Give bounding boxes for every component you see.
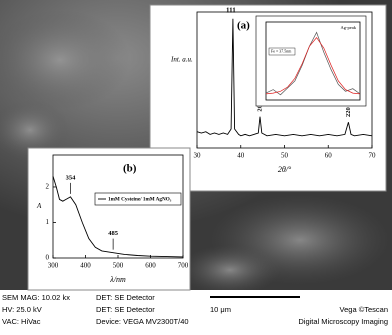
legend-box: [94, 192, 182, 206]
sem-texture: [0, 10, 130, 110]
panel: [27, 147, 191, 291]
y-tick-label: 2: [46, 183, 50, 191]
info: SEM MAG: 10.02 kx: [2, 293, 70, 302]
x-tick-label: 600: [145, 262, 156, 270]
panel-label: (b): [123, 163, 137, 175]
x-tick-label: 40: [237, 152, 245, 160]
peak-label: 220: [345, 107, 352, 117]
info-bar: [0, 290, 392, 330]
x-axis-label: 2θ/°: [278, 165, 292, 174]
info: HV: 25.0 kV: [2, 305, 42, 314]
x-tick-label: 70: [369, 152, 377, 160]
data-line: [52, 176, 184, 258]
annotation-box: [268, 47, 296, 56]
y-tick-label: 1: [46, 218, 50, 226]
x-tick-label: 60: [325, 152, 333, 160]
y-tick-label: 0: [46, 254, 50, 262]
info: 10 μm: [210, 305, 231, 314]
plot-frame: [265, 21, 361, 101]
data-line: [196, 18, 373, 137]
x-axis-label: λ/nm: [109, 275, 126, 284]
x-tick-label: 700: [178, 262, 189, 270]
panel-label: (a): [237, 20, 250, 32]
x-tick-label: 30: [194, 152, 202, 160]
x-tick-label: 50: [281, 152, 289, 160]
y-axis-label: A: [36, 202, 42, 210]
sem-texture: [180, 245, 280, 295]
peak-label: 200: [256, 102, 263, 112]
x-tick-label: 500: [113, 262, 124, 270]
data-line: [265, 31, 361, 96]
inset-title: Ag-peak: [341, 25, 357, 30]
peak-label: 354: [66, 174, 77, 181]
annotation: Fe = 37.5nm: [271, 49, 292, 54]
info: Device: VEGA MV2300T/40: [96, 317, 189, 326]
x-tick-label: 400: [80, 262, 91, 270]
info: VAC: HiVac: [2, 317, 41, 326]
sem-texture: [0, 100, 70, 160]
info: DET: SE Detector: [96, 305, 155, 314]
x-tick-label: 300: [48, 262, 59, 270]
y-axis-label: Int. a.u.: [170, 56, 193, 64]
peak-label: 485: [108, 230, 119, 237]
info: Vega ©Tescan: [340, 305, 388, 314]
info: DET: SE Detector: [96, 293, 155, 302]
legend-label: 1mM Cysteine/ 1mM AgNO₃: [108, 197, 172, 203]
info: Digital Microscopy Imaging: [298, 317, 388, 326]
peak-label: 111: [226, 6, 236, 14]
data-line: [265, 37, 361, 95]
